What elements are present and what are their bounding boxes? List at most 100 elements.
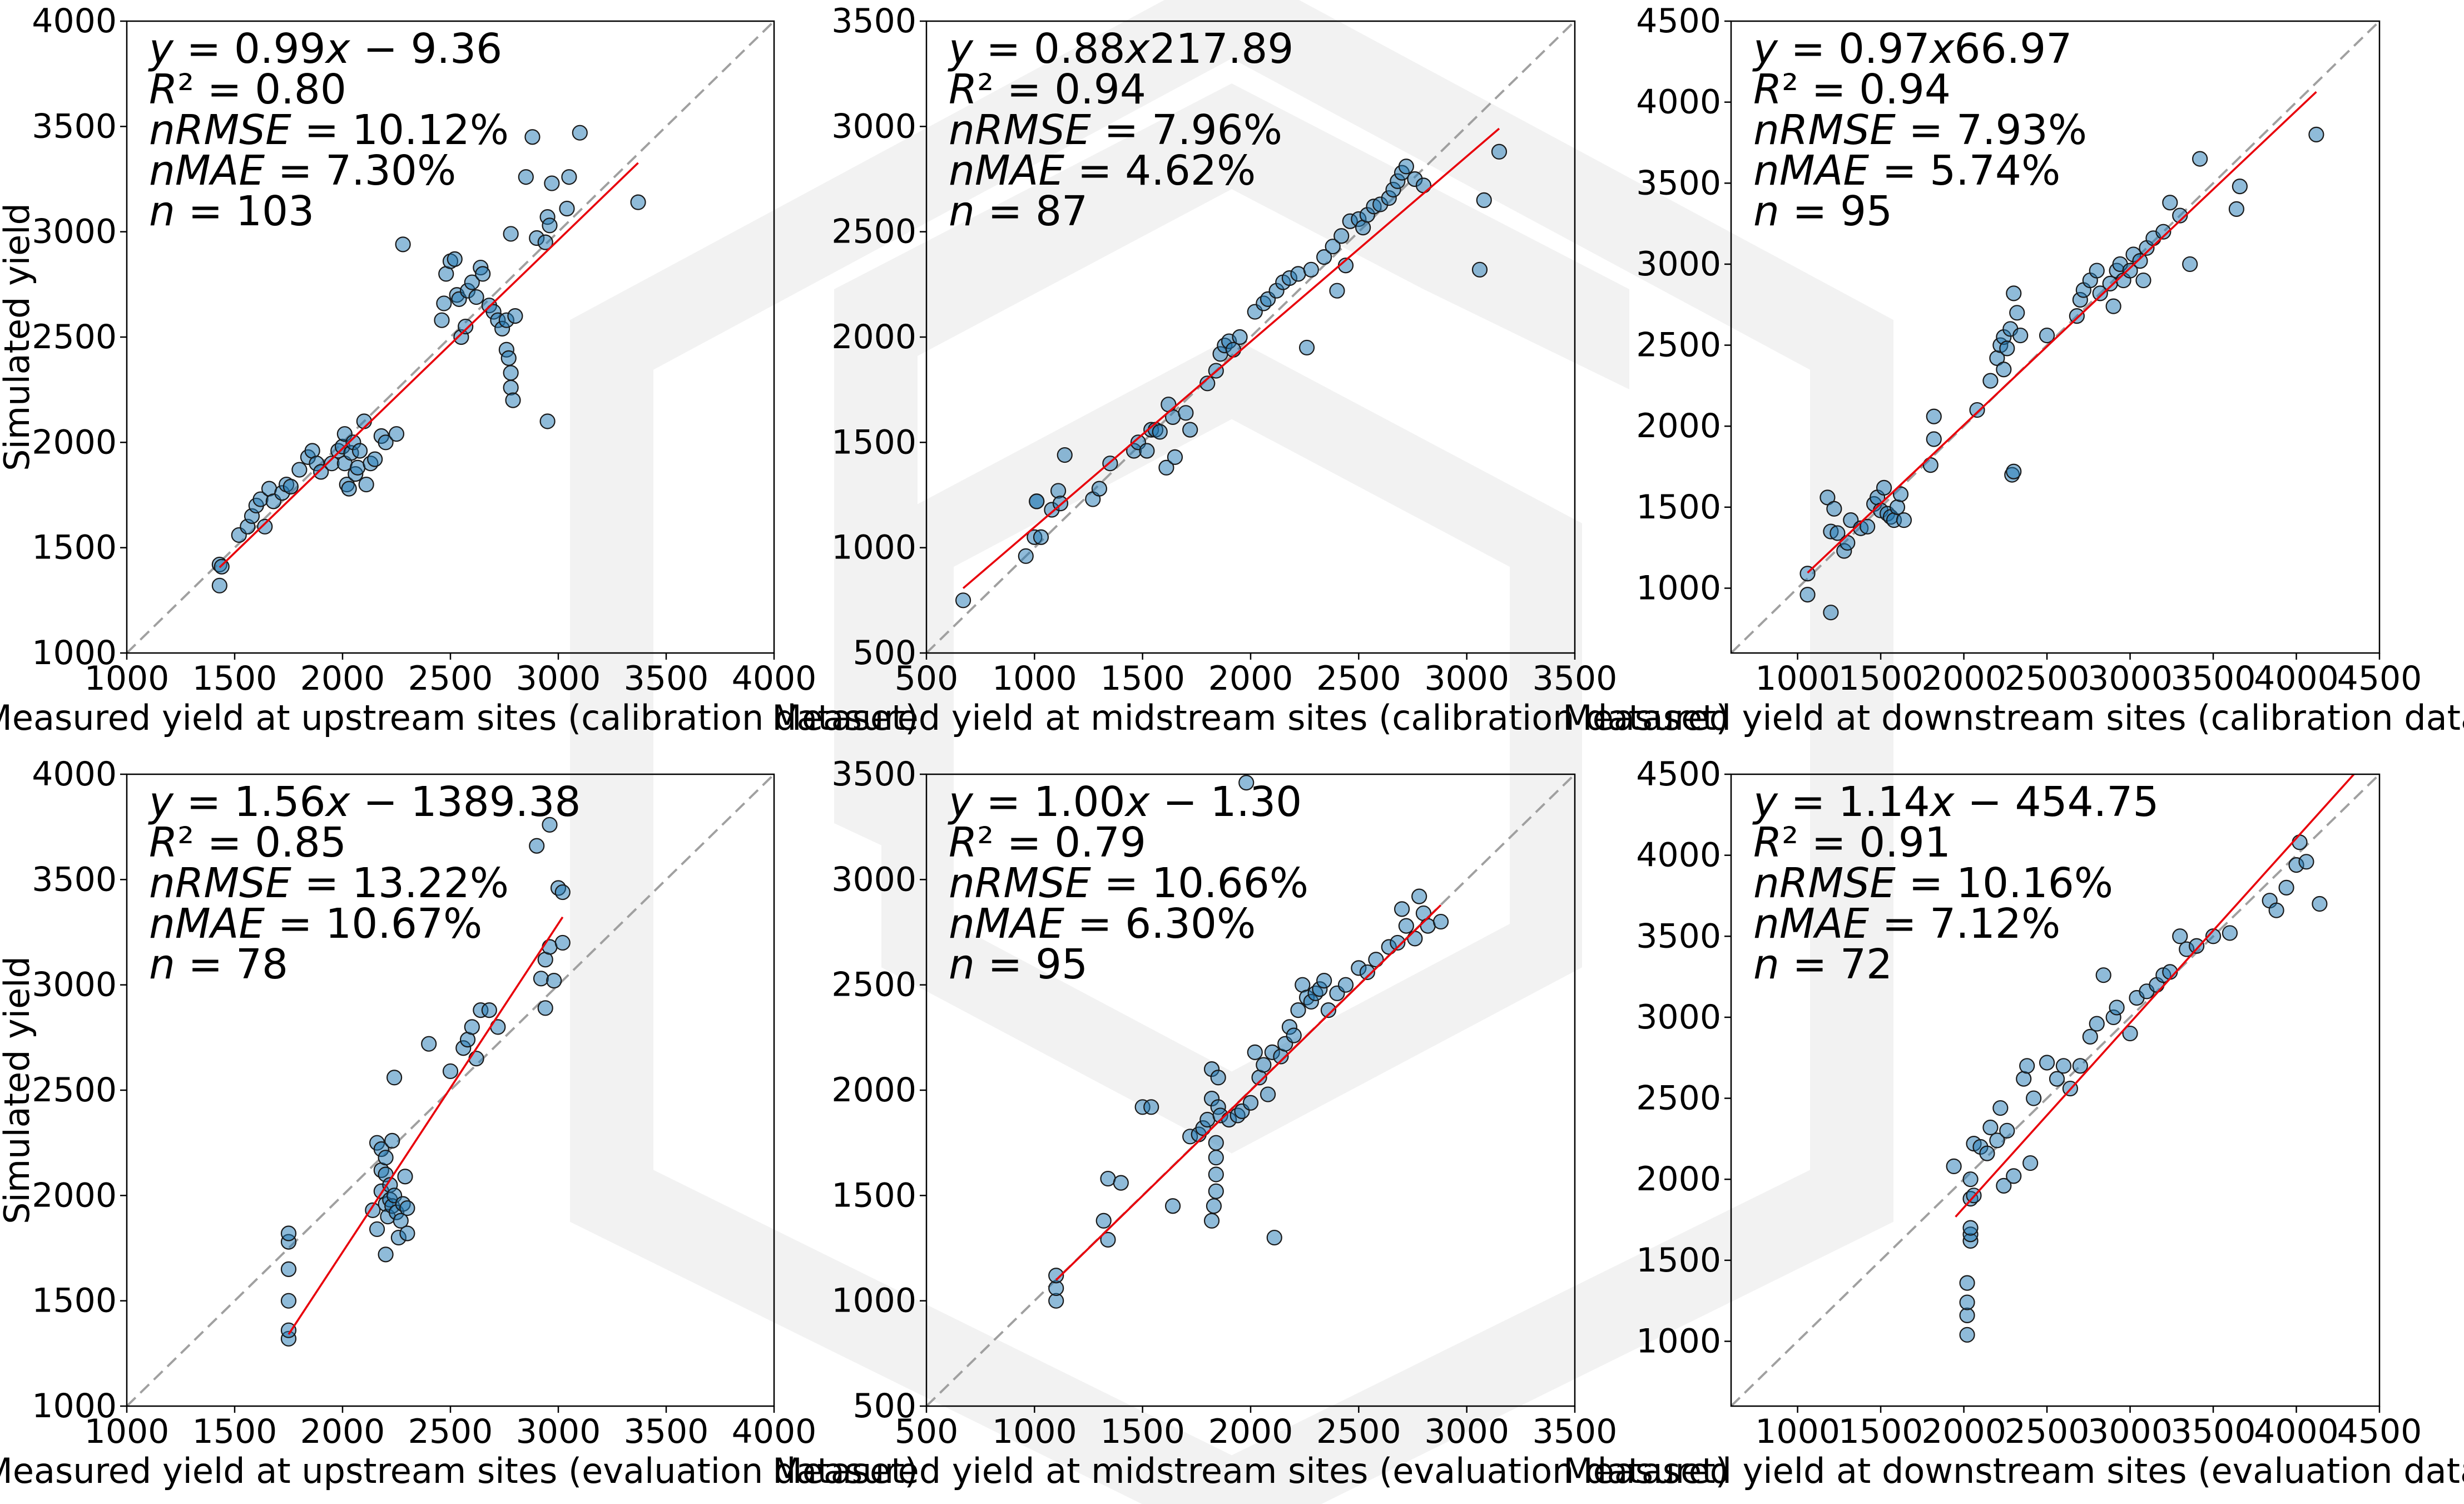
- x-axis-label: Measured yield at midstream sites (evalu…: [772, 1451, 1728, 1491]
- data-point: [1398, 159, 1414, 175]
- data-point: [503, 226, 519, 242]
- x-tick-label: 1000: [1755, 1412, 1840, 1451]
- stat-annotation: R² = 0.91: [1753, 819, 1951, 867]
- data-point: [2132, 253, 2148, 269]
- data-point: [1992, 1100, 2009, 1116]
- data-point: [1316, 972, 1332, 989]
- y-tick-label: 4500: [1636, 2, 1721, 41]
- stat-annotation: nMAE = 7.30%: [149, 147, 456, 195]
- data-point: [1029, 493, 1045, 509]
- y-tick-label: 2000: [32, 1176, 117, 1215]
- data-point: [211, 577, 227, 593]
- y-tick-label: 1500: [1636, 488, 1721, 527]
- data-point: [533, 971, 549, 987]
- data-point: [1113, 1175, 1129, 1191]
- data-point: [1178, 405, 1194, 421]
- x-tick-label: 3000: [1424, 659, 1509, 698]
- data-point: [2292, 834, 2308, 850]
- data-point: [481, 1002, 497, 1018]
- data-point: [1962, 1171, 1979, 1188]
- data-point: [1959, 1275, 1975, 1291]
- data-point: [1057, 447, 1073, 463]
- data-point: [1390, 934, 1406, 951]
- data-point: [2039, 327, 2055, 344]
- x-axis-label: Measured yield at upstream sites (calibr…: [0, 697, 919, 738]
- x-tick-label: 1000: [1755, 659, 1840, 698]
- x-tick-label: 2500: [2005, 659, 2090, 698]
- stat-annotation: nMAE = 6.30%: [949, 900, 1256, 948]
- data-point: [1946, 1158, 1962, 1175]
- data-point: [1333, 228, 1350, 244]
- data-point: [524, 129, 541, 145]
- stat-annotation: R² = 0.94: [949, 66, 1146, 113]
- y-tick-label: 2500: [32, 318, 117, 357]
- x-tick-label: 3000: [2088, 659, 2173, 698]
- data-point: [561, 169, 577, 185]
- stat-annotation: nRMSE = 13.22%: [149, 859, 509, 907]
- data-point: [1303, 261, 1319, 278]
- data-point: [1840, 535, 1856, 551]
- data-point: [507, 308, 523, 324]
- data-point: [1091, 481, 1108, 497]
- data-point: [2089, 1016, 2105, 1032]
- stat-annotation: y = 0.88x217.89: [948, 25, 1293, 73]
- data-point: [542, 217, 558, 234]
- data-point: [2278, 879, 2294, 896]
- data-point: [1158, 459, 1174, 476]
- data-point: [572, 125, 588, 141]
- data-point: [395, 236, 411, 253]
- data-point: [1320, 1002, 1337, 1018]
- y-tick-label: 1000: [1636, 568, 1721, 607]
- data-point: [1095, 1213, 1112, 1229]
- data-point: [1152, 424, 1168, 440]
- data-point: [2109, 1000, 2125, 1016]
- data-point: [539, 413, 556, 429]
- stat-annotation: nRMSE = 10.66%: [949, 859, 1308, 907]
- data-point: [378, 1150, 394, 1166]
- stat-annotation: nMAE = 5.74%: [1753, 147, 2060, 195]
- data-point: [1256, 1057, 1272, 1073]
- data-point: [2092, 285, 2108, 301]
- data-point: [1232, 329, 1248, 345]
- data-point: [1979, 1145, 1995, 1161]
- y-tick-label: 3500: [32, 860, 117, 899]
- data-point: [2022, 1155, 2039, 1171]
- data-point: [1394, 901, 1410, 917]
- stat-annotation: R² = 0.79: [949, 819, 1146, 867]
- y-tick-label: 3000: [32, 212, 117, 251]
- stat-annotation: n = 72: [1753, 941, 1892, 988]
- data-point: [2122, 1025, 2138, 1042]
- x-tick-label: 3500: [624, 659, 709, 698]
- data-point: [1989, 1132, 2005, 1149]
- data-point: [1368, 952, 1384, 968]
- data-point: [2232, 179, 2248, 195]
- data-point: [2172, 207, 2188, 224]
- data-point: [1959, 1294, 1975, 1310]
- data-point: [365, 1202, 381, 1218]
- data-point: [2298, 854, 2314, 870]
- x-tick-label: 1500: [1100, 1412, 1185, 1451]
- x-tick-label: 1500: [192, 659, 277, 698]
- y-tick-label: 2000: [1636, 407, 1721, 446]
- x-tick-label: 4000: [732, 659, 817, 698]
- y-tick-label: 3000: [1636, 998, 1721, 1037]
- y-tick-label: 3500: [831, 755, 916, 794]
- data-point: [1210, 1070, 1226, 1086]
- data-point: [1830, 525, 1846, 541]
- data-point: [1999, 1122, 2015, 1139]
- data-point: [1860, 518, 1876, 535]
- data-point: [2135, 272, 2151, 289]
- x-tick-label: 3000: [516, 659, 601, 698]
- y-tick-label: 1500: [831, 1176, 916, 1215]
- data-point: [2055, 1058, 2072, 1074]
- data-point: [1415, 177, 1432, 194]
- data-point: [2189, 938, 2205, 954]
- data-point: [1962, 1220, 1979, 1236]
- data-point: [2205, 928, 2222, 944]
- x-tick-label: 3000: [1424, 1412, 1509, 1451]
- data-point: [280, 1261, 297, 1277]
- data-point: [399, 1200, 415, 1216]
- panel-5: 500 1000 1500 2000 2500 3000 3500 500 1000 1500 20…: [772, 755, 1728, 1491]
- x-tick-label: 2000: [1921, 1412, 2006, 1451]
- regression-line: [287, 916, 564, 1335]
